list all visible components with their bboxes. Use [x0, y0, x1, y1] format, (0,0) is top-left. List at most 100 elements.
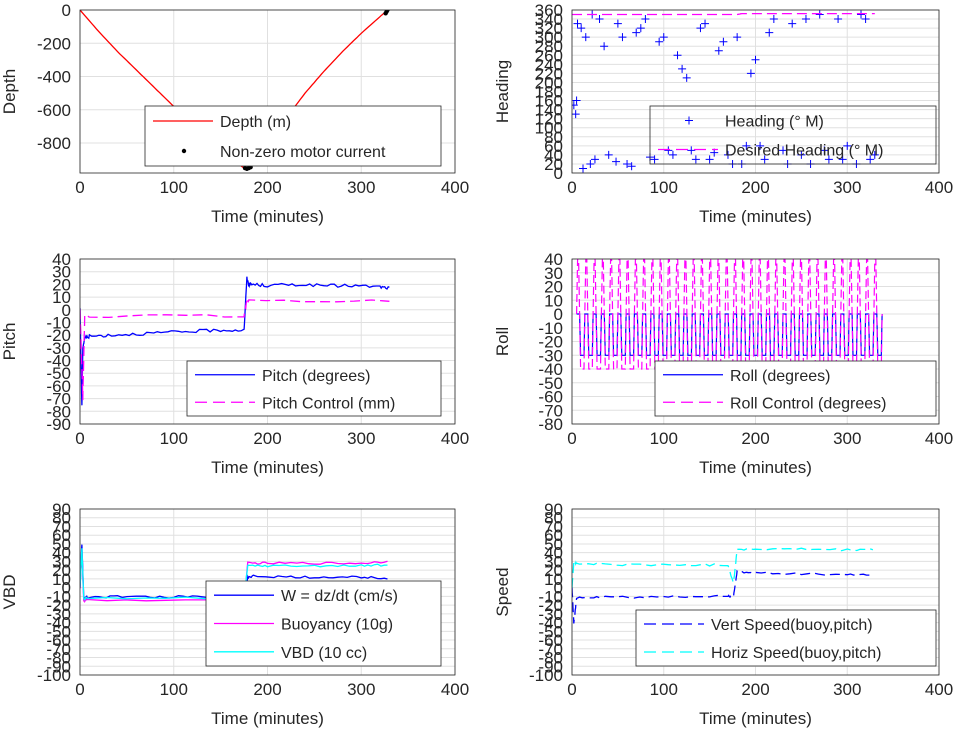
series-1-line — [572, 569, 873, 624]
axes-frame — [571, 258, 940, 425]
x-tick-label: 0 — [75, 429, 84, 448]
legend-label: Non-zero motor current — [220, 144, 386, 161]
y-tick-label: 320 — [535, 19, 563, 38]
y-tick-label: 30 — [52, 263, 71, 282]
y-tick-label: 360 — [535, 1, 563, 20]
series-1-point — [655, 37, 664, 46]
y-tick-label: 340 — [535, 10, 563, 29]
series-1-point — [815, 10, 824, 19]
series-1-point — [861, 15, 870, 24]
series-1-point — [746, 69, 755, 78]
y-tick-label: 220 — [535, 64, 563, 83]
x-tick-label: 100 — [160, 178, 188, 197]
series-1-point — [572, 110, 580, 119]
y-tick-label: -100 — [529, 666, 563, 685]
series-1-point — [623, 159, 632, 168]
y-tick-label: 200 — [535, 73, 563, 92]
series-1-point — [632, 28, 641, 37]
series-1-point — [788, 19, 797, 28]
legend-label: VBD (10 cc) — [281, 645, 367, 662]
x-axis-label: Time (minutes) — [699, 709, 812, 728]
y-tick-label: 300 — [535, 28, 563, 47]
series-1-point — [595, 15, 604, 24]
legend-label: Depth (m) — [220, 114, 291, 131]
series-1-point — [650, 155, 659, 164]
legend-label: Desired Heading (° M) — [725, 143, 883, 160]
legend: Pitch (degrees) Pitch Control (mm) — [186, 360, 442, 417]
x-tick-label: 100 — [650, 429, 678, 448]
y-axis-label: Speed — [493, 567, 512, 616]
series-1-point — [838, 155, 847, 164]
y-tick-label: 20 — [544, 278, 563, 297]
y-axis-label: VBD — [0, 575, 19, 610]
x-tick-label: 400 — [925, 429, 953, 448]
y-tick-label: 10 — [544, 570, 563, 589]
y-tick-label: 60 — [544, 137, 563, 156]
legend-marker — [181, 148, 187, 154]
legend-label: Horiz Speed(buoy,pitch) — [711, 645, 881, 662]
legend-label: Pitch Control (mm) — [262, 395, 395, 412]
series-1-line — [80, 276, 390, 406]
series-1-point — [870, 150, 879, 159]
legend-box — [635, 609, 937, 667]
y-tick-label: 20 — [52, 561, 71, 580]
series-1-point — [801, 15, 810, 24]
series-1-point — [843, 141, 852, 150]
y-tick-label: 50 — [544, 535, 563, 554]
y-tick-label: -800 — [37, 134, 71, 153]
series-1-point — [769, 15, 778, 24]
series-1-point — [779, 146, 788, 155]
series-1-point — [636, 24, 645, 33]
series-1-point — [678, 64, 687, 73]
y-tick-label: 70 — [52, 517, 71, 536]
y-tick-label: 0 — [554, 579, 563, 598]
x-tick-label: 400 — [441, 680, 469, 699]
y-tick-label: 100 — [535, 119, 563, 138]
series-1-point — [612, 157, 621, 166]
y-tick-label: -60 — [46, 631, 71, 650]
y-tick-label: -30 — [46, 605, 71, 624]
series-1-point — [600, 42, 609, 51]
y-tick-label: -600 — [37, 101, 71, 120]
y-tick-label: 40 — [52, 544, 71, 563]
series-1-point — [682, 73, 691, 82]
chart-panel-6: 0 100 200 300 400-100-90-80-70-60-50-40-30-2… — [493, 500, 953, 728]
chart-panel-3: 0 100 200 300 400-90-80-70-60-50-40-30-20-10… — [0, 250, 469, 477]
y-tick-label: 80 — [52, 509, 71, 528]
series-1-point — [687, 146, 696, 155]
x-tick-label: 300 — [347, 178, 375, 197]
y-tick-label: -20 — [538, 596, 563, 615]
legend-label: Pitch (degrees) — [262, 368, 371, 385]
series-1-point — [765, 28, 774, 37]
chart-panel-5: 0 100 200 300 400-100-90-80-70-60-50-40-30-2… — [0, 500, 469, 728]
y-tick-label: 0 — [554, 164, 563, 183]
y-tick-label: 40 — [544, 544, 563, 563]
series-1-point — [664, 146, 673, 155]
y-tick-label: 90 — [52, 500, 71, 519]
x-tick-label: 400 — [441, 178, 469, 197]
x-tick-label: 300 — [833, 429, 861, 448]
y-tick-label: -10 — [46, 313, 71, 332]
series-1-point — [742, 141, 751, 150]
x-tick-label: 100 — [650, 680, 678, 699]
y-tick-label: -70 — [538, 401, 563, 420]
x-axis-label: Time (minutes) — [211, 709, 324, 728]
y-tick-label: -40 — [46, 352, 71, 371]
y-tick-label: -10 — [538, 587, 563, 606]
series-1-point — [668, 150, 677, 159]
y-tick-label: 80 — [544, 509, 563, 528]
y-tick-label: -70 — [538, 640, 563, 659]
x-tick-label: 0 — [75, 178, 84, 197]
x-tick-label: 300 — [833, 178, 861, 197]
series-1-point — [714, 46, 723, 55]
series-1-point — [723, 150, 732, 159]
series-2-line — [80, 299, 390, 401]
series-1-point — [691, 155, 700, 164]
y-tick-label: -80 — [46, 649, 71, 668]
x-axis-label: Time (minutes) — [211, 458, 324, 477]
x-tick-label: 200 — [253, 680, 281, 699]
legend: W = dz/dt (cm/s) Buoyancy (10g) VBD (10 cc… — [205, 580, 442, 667]
x-axis-label: Time (minutes) — [211, 207, 324, 226]
series-2-line — [572, 547, 874, 589]
